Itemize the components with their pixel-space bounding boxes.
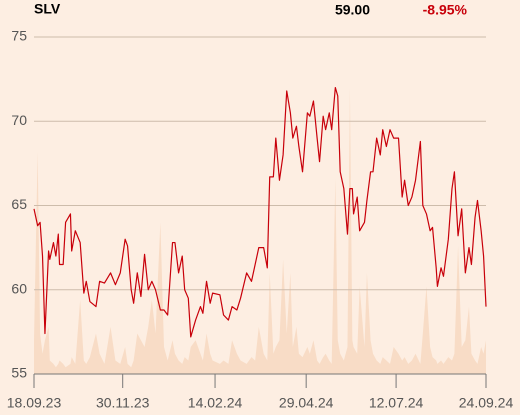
x-tick-label: 30.11.23 xyxy=(96,395,150,411)
x-tick-label: 14.02.24 xyxy=(188,395,243,411)
change: -8.95% xyxy=(423,2,468,18)
ticker: SLV xyxy=(34,1,61,17)
y-tick-label: 70 xyxy=(11,112,27,128)
x-tick-label: 12.07.24 xyxy=(369,395,424,411)
y-tick-label: 60 xyxy=(11,280,27,296)
y-tick-label: 75 xyxy=(11,28,27,44)
volume-area xyxy=(34,87,486,375)
x-tick-label: 24.09.24 xyxy=(459,395,514,411)
x-tick-label: 18.09.23 xyxy=(7,395,62,411)
price-line xyxy=(33,86,487,338)
y-tick-label: 55 xyxy=(11,365,27,381)
price: 59.00 xyxy=(335,2,370,18)
x-tick-label: 29.04.24 xyxy=(279,395,334,411)
y-tick-label: 65 xyxy=(11,196,27,212)
